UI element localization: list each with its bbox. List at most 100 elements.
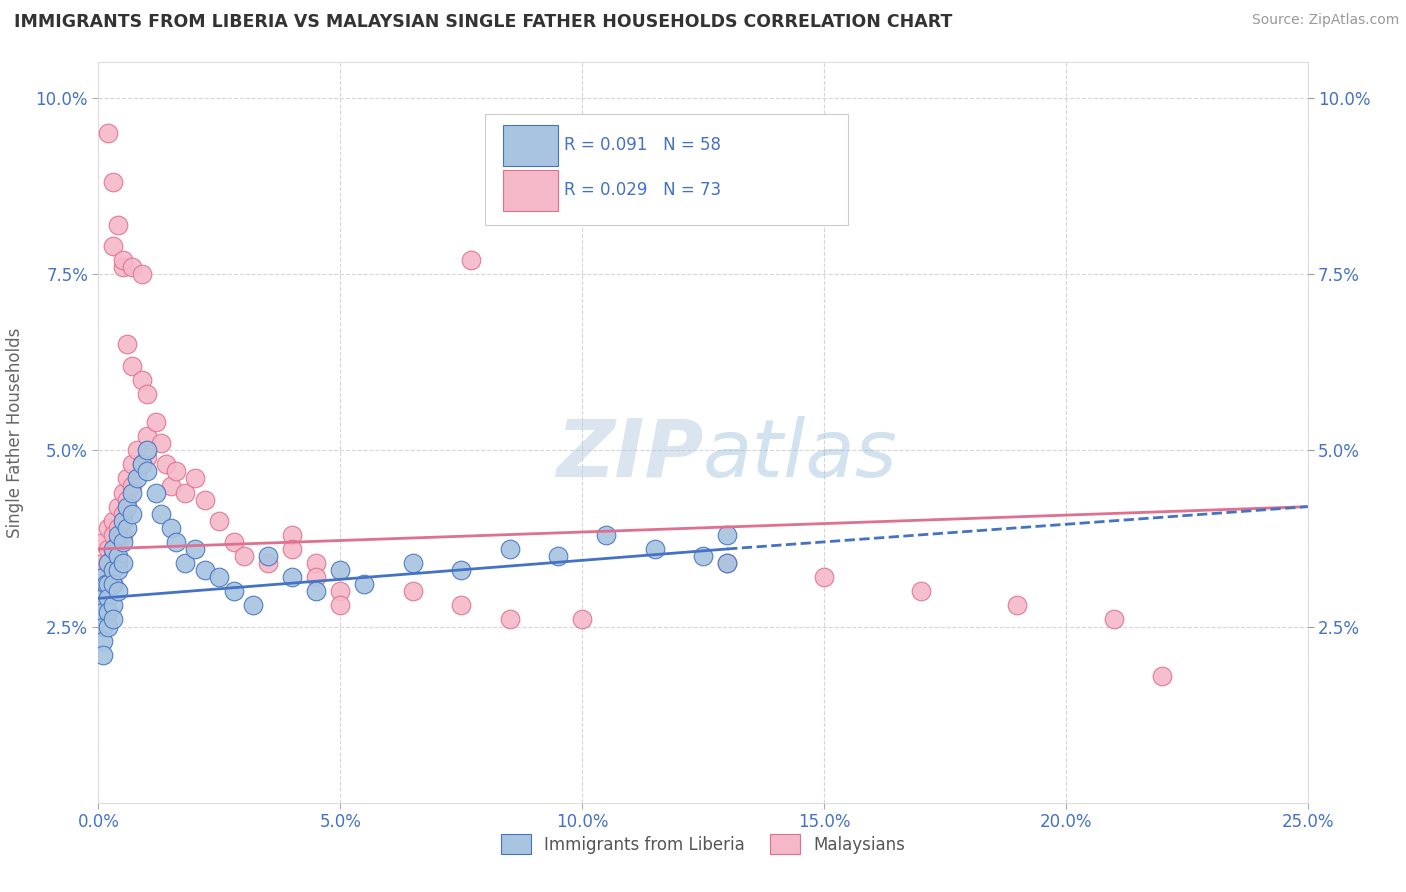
Point	[101, 563, 124, 577]
Point	[111, 507, 134, 521]
Point	[111, 260, 134, 274]
Point	[716, 528, 738, 542]
Point	[135, 450, 157, 465]
FancyBboxPatch shape	[485, 114, 848, 226]
Point	[107, 500, 129, 514]
Point	[97, 591, 120, 606]
Point	[194, 492, 217, 507]
Point	[94, 577, 117, 591]
Point	[353, 577, 375, 591]
Point	[813, 570, 835, 584]
Point	[111, 485, 134, 500]
Point	[208, 514, 231, 528]
Point	[97, 521, 120, 535]
Point	[256, 556, 278, 570]
Point	[160, 521, 183, 535]
Point	[402, 584, 425, 599]
Point	[1102, 612, 1125, 626]
Point	[101, 528, 124, 542]
Point	[121, 458, 143, 472]
Point	[101, 577, 124, 591]
Point	[910, 584, 932, 599]
Point	[97, 619, 120, 633]
Point	[97, 541, 120, 556]
Point	[131, 267, 153, 281]
Point	[101, 549, 124, 563]
Point	[97, 577, 120, 591]
Point	[111, 528, 134, 542]
Point	[121, 485, 143, 500]
Point	[90, 599, 112, 613]
Point	[402, 556, 425, 570]
Point	[150, 436, 173, 450]
Point	[165, 464, 187, 478]
Point	[281, 570, 304, 584]
Point	[281, 541, 304, 556]
Point	[131, 458, 153, 472]
Point	[101, 175, 124, 189]
Point	[165, 535, 187, 549]
Point	[329, 599, 352, 613]
Point	[184, 541, 207, 556]
Point	[135, 443, 157, 458]
Point	[121, 507, 143, 521]
Point	[242, 599, 264, 613]
Point	[91, 584, 114, 599]
Point	[101, 599, 124, 613]
Point	[174, 485, 197, 500]
Point	[571, 612, 593, 626]
Point	[194, 563, 217, 577]
Point	[90, 612, 112, 626]
Point	[107, 521, 129, 535]
Point	[101, 541, 124, 556]
Point	[222, 584, 245, 599]
Point	[184, 471, 207, 485]
Point	[232, 549, 254, 563]
Point	[329, 563, 352, 577]
Point	[91, 535, 114, 549]
Point	[107, 535, 129, 549]
Point	[460, 252, 482, 267]
Point	[716, 556, 738, 570]
Point	[101, 577, 124, 591]
Point	[498, 541, 520, 556]
Point	[101, 239, 124, 253]
Point	[91, 648, 114, 662]
Point	[145, 415, 167, 429]
Point	[1007, 599, 1029, 613]
Point	[450, 563, 472, 577]
Text: atlas: atlas	[703, 416, 898, 494]
Point	[107, 549, 129, 563]
Point	[135, 429, 157, 443]
Point	[91, 619, 114, 633]
Point	[97, 606, 120, 620]
Point	[127, 443, 149, 458]
Point	[97, 556, 120, 570]
Y-axis label: Single Father Households: Single Father Households	[7, 327, 24, 538]
Point	[91, 606, 114, 620]
Point	[111, 514, 134, 528]
Point	[111, 535, 134, 549]
Point	[107, 528, 129, 542]
Point	[117, 492, 139, 507]
Point	[117, 521, 139, 535]
Point	[121, 478, 143, 492]
Point	[91, 570, 114, 584]
Point	[281, 528, 304, 542]
Point	[101, 563, 124, 577]
Point	[97, 126, 120, 140]
Point	[208, 570, 231, 584]
Point	[256, 549, 278, 563]
Point	[305, 584, 328, 599]
Point	[1152, 669, 1174, 683]
Point	[329, 584, 352, 599]
Point	[131, 373, 153, 387]
Point	[91, 633, 114, 648]
Point	[131, 458, 153, 472]
Point	[150, 507, 173, 521]
Point	[305, 570, 328, 584]
Point	[101, 612, 124, 626]
Point	[644, 541, 666, 556]
Point	[595, 528, 617, 542]
Point	[117, 471, 139, 485]
